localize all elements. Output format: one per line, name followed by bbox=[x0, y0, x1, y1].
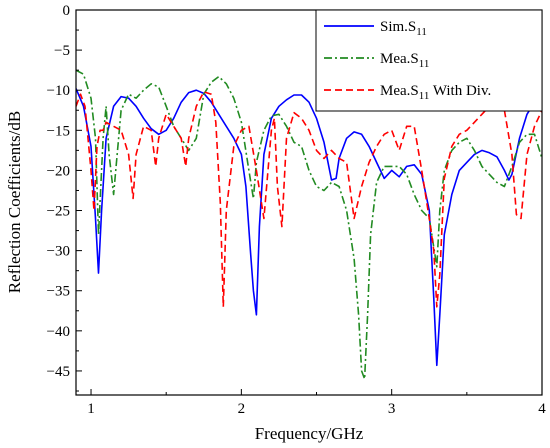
y-tick-label: 0 bbox=[63, 3, 71, 19]
y-tick-label: −45 bbox=[47, 364, 70, 380]
y-tick-label: −25 bbox=[47, 204, 70, 220]
y-tick-label: −5 bbox=[54, 43, 70, 59]
ticks-layer bbox=[76, 9, 543, 395]
x-tick-label: 1 bbox=[87, 401, 95, 417]
y-tick-label: −30 bbox=[47, 244, 70, 260]
y-tick-label: −35 bbox=[47, 284, 70, 300]
legend: Sim.S11 Mea.S11 Mea.S11 With Div. bbox=[315, 9, 543, 112]
x-tick-label: 3 bbox=[388, 401, 396, 417]
y-axis-label: Reflection Coefficients/dB bbox=[5, 111, 24, 293]
y-tick-label: −40 bbox=[47, 324, 70, 340]
x-tick-label: 2 bbox=[238, 401, 246, 417]
series-line-2 bbox=[76, 69, 542, 380]
legend-entry-2: Mea.S11 bbox=[380, 51, 429, 70]
plot-frame bbox=[75, 9, 543, 396]
y-tick-label: −20 bbox=[47, 163, 70, 179]
series-line-1 bbox=[76, 88, 542, 367]
series-layer bbox=[76, 69, 542, 380]
legend-entry-3: Mea.S11 With Div. bbox=[380, 83, 491, 102]
x-tick-label: 4 bbox=[538, 401, 546, 417]
tick-labels-layer: 1 2 3 4 0 −5 −10 −15 −20 −25 −30 −35 −40 −45 bbox=[47, 3, 547, 417]
legend-entry-1: Sim.S11 bbox=[380, 19, 427, 38]
x-axis-label: Frequency/GHz bbox=[255, 424, 364, 443]
y-tick-label: −15 bbox=[47, 123, 70, 139]
y-tick-label: −10 bbox=[47, 83, 70, 99]
series-line-3 bbox=[76, 91, 542, 308]
